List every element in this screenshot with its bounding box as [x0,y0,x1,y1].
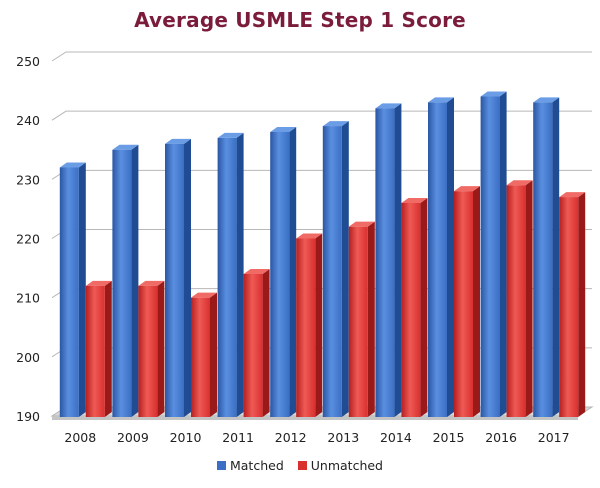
y-tick-label: 210 [16,291,40,306]
bar-top-matched [322,121,349,127]
bar-side-unmatched [525,180,533,417]
bar-side-matched [131,144,139,417]
x-tick-label: 2012 [275,430,307,445]
bar-unmatched [559,197,579,417]
bar-side-matched [499,91,507,417]
y-tick-label: 200 [16,350,40,365]
bar-unmatched [191,297,210,417]
legend-label-matched: Matched [229,458,284,473]
bar-top-unmatched [296,233,323,239]
bar-unmatched [243,274,263,417]
y-tick-label: 220 [16,232,40,247]
legend-label-unmatched: Unmatched [310,458,383,473]
bar-side-matched [447,97,454,418]
x-tick-label: 2008 [64,430,96,445]
bar-unmatched [454,191,473,417]
bar-top-matched [270,127,297,132]
bar-matched [480,96,500,417]
bar-unmatched [506,185,526,417]
y-tick-label: 250 [16,54,40,69]
bar-top-unmatched [401,198,428,203]
bar-top-unmatched [85,280,112,286]
bar-top-unmatched [454,186,480,192]
x-tick-label: 2015 [433,430,465,445]
bar-top-matched [533,97,560,103]
bar-side-matched [236,132,244,417]
bar-side-unmatched [210,292,217,417]
bar-unmatched [296,238,316,417]
bar-top-matched [375,103,402,109]
bar-side-unmatched [104,280,112,417]
bar-side-unmatched [578,192,586,417]
legend-item-matched: Matched [216,458,284,473]
bar-unmatched [401,203,421,417]
bar-top-matched [112,144,139,150]
bar-unmatched [138,285,158,417]
y-tick-label: 240 [16,113,40,128]
bar-matched [112,149,132,417]
x-tick-label: 2010 [170,430,202,445]
bar-matched [217,137,237,417]
bar-top-matched [165,138,191,144]
legend-swatch-unmatched [297,461,307,470]
gridline [51,110,592,121]
y-tick-label: 190 [16,409,40,424]
bar-top-matched [217,132,244,138]
x-tick-label: 2011 [222,430,254,445]
x-tick-label: 2009 [117,430,149,445]
bar-side-unmatched [262,269,270,417]
bar-matched [322,126,342,417]
bar-top-unmatched [506,180,533,186]
bar-top-matched [59,162,86,168]
legend-item-unmatched: Unmatched [297,458,383,473]
bar-side-unmatched [473,186,480,417]
gridline [51,51,592,62]
x-tick-label: 2013 [327,430,359,445]
bar-side-unmatched [367,221,375,417]
bar-matched [59,167,79,417]
legend-swatch-matched [216,461,226,470]
x-tick-label: 2017 [538,430,570,445]
legend: Matched Unmatched [0,458,600,473]
bar-top-unmatched [138,280,165,286]
bar-top-unmatched [243,269,270,274]
bar-matched [428,102,447,418]
chart-title: Average USMLE Step 1 Score [134,8,466,32]
bar-side-unmatched [420,198,428,417]
bar-matched [375,108,395,417]
bar-side-unmatched [157,280,165,417]
bar-top-matched [428,97,454,103]
bar-unmatched [85,285,105,417]
y-tick-label: 230 [16,172,40,187]
bar-matched [165,143,184,418]
bar-top-unmatched [559,192,586,198]
bar-top-unmatched [191,292,217,298]
bar-top-matched [480,91,507,97]
x-tick-label: 2014 [380,430,412,445]
bar-side-matched [394,103,402,417]
x-tick-label: 2016 [485,430,517,445]
bar-side-matched [78,162,86,417]
bar-matched [270,132,290,417]
bar-side-matched [341,121,349,417]
bar-top-unmatched [348,221,375,227]
bar-side-matched [552,97,560,418]
bar-side-unmatched [315,233,323,417]
bar-side-matched [289,127,297,417]
bar-side-matched [184,138,191,418]
bar-unmatched [348,226,368,417]
bar-matched [533,102,553,418]
